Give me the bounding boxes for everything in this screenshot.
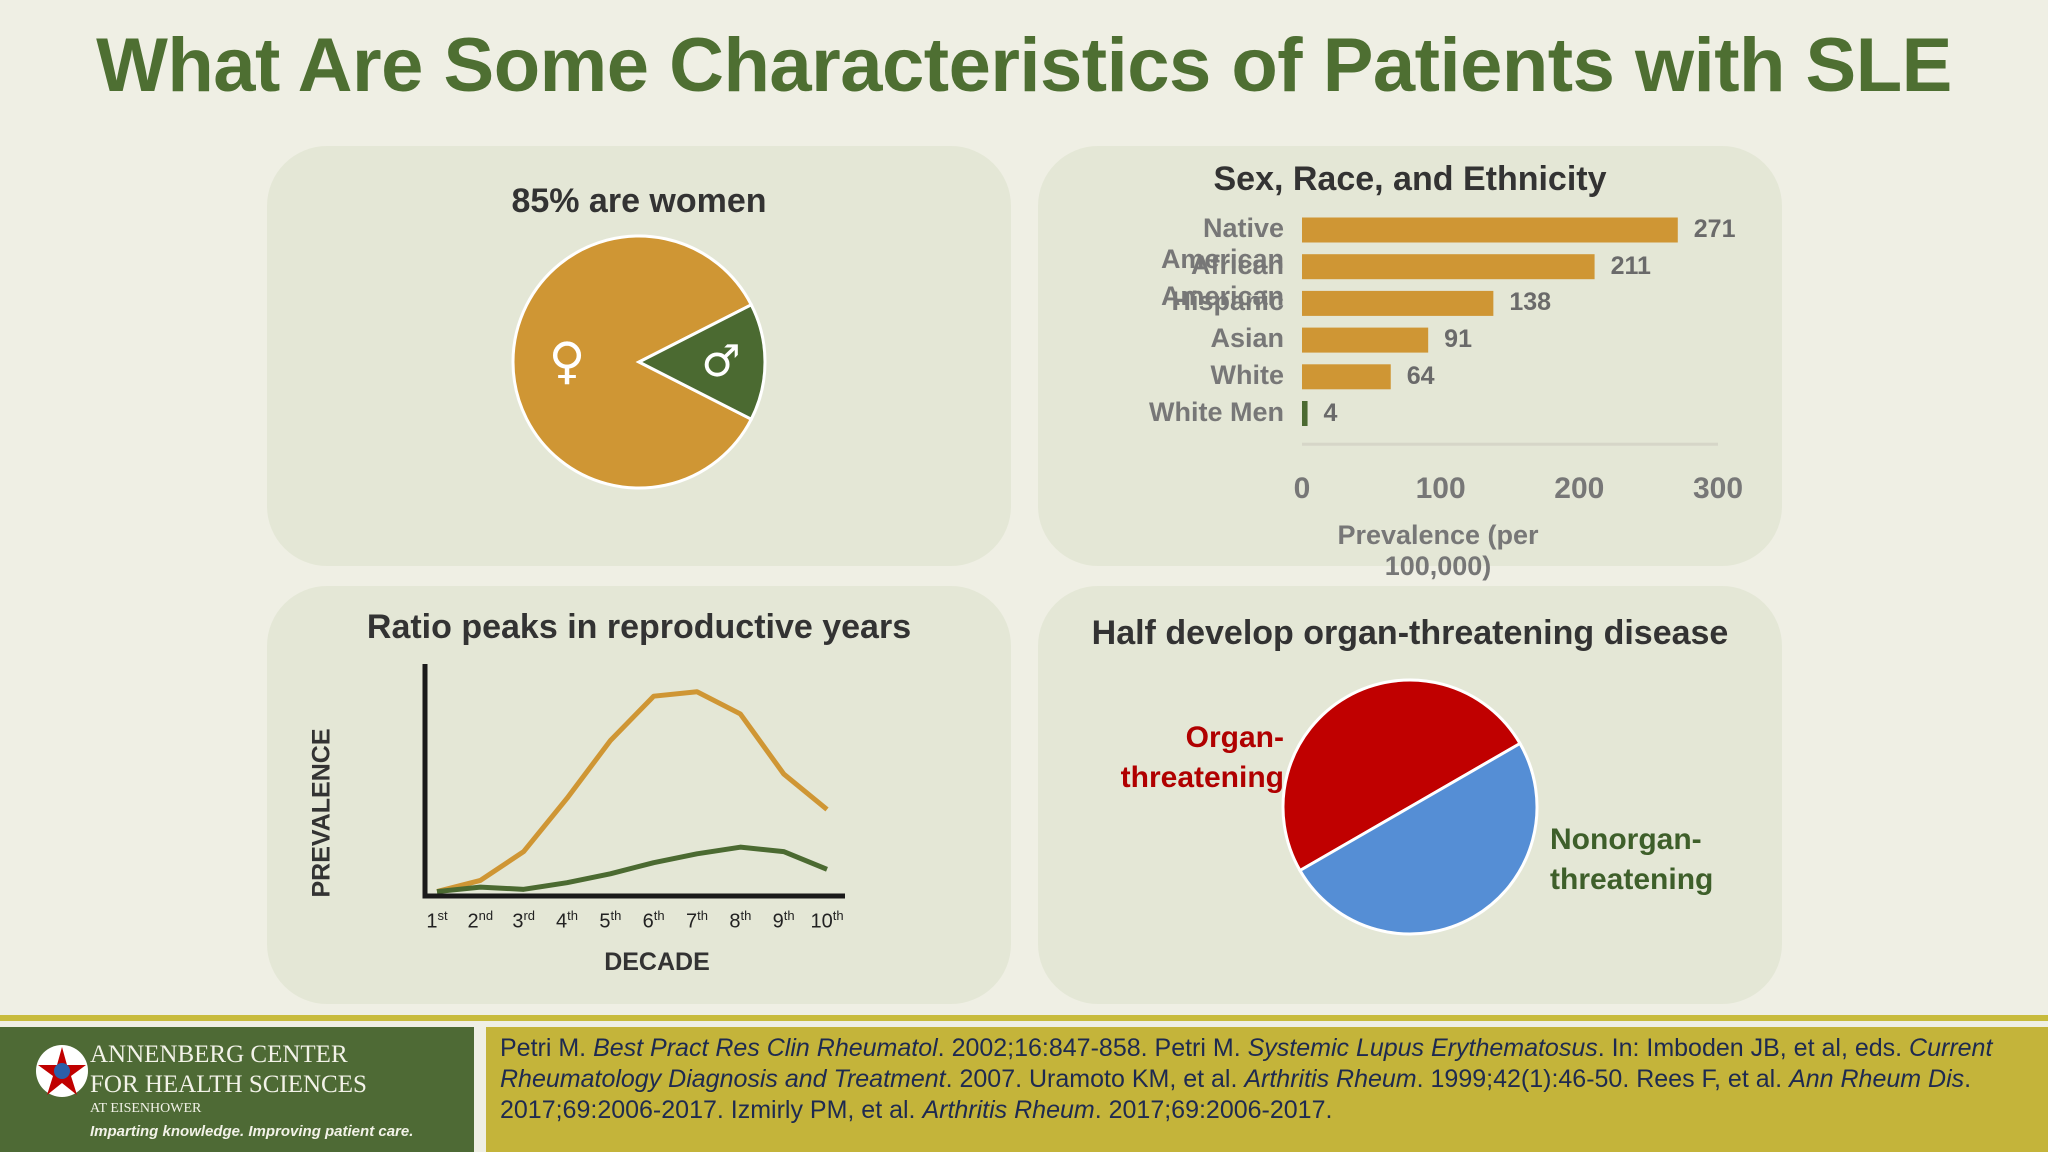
pie-slice-nonorgan xyxy=(1297,741,1539,936)
bar-x-tick-label: 300 xyxy=(1692,472,1744,505)
bar-4 xyxy=(1302,364,1391,390)
bar-category-label: White Men xyxy=(1149,396,1284,427)
bar-x-tick-label: 0 xyxy=(1293,472,1311,505)
line-axes xyxy=(422,664,845,899)
annenberg-logo: ANNENBERG CENTER FOR HEALTH SCIENCES AT … xyxy=(0,1027,474,1152)
bar-value-label: 271 xyxy=(1693,215,1736,243)
ratio-panel-title: Ratio peaks in reproductive years xyxy=(366,608,912,646)
decade-tick-label: 6th xyxy=(642,908,665,933)
female-symbol-icon: ♀ xyxy=(549,332,586,390)
reference-fragment: Best Pract Res Clin Rheumatol xyxy=(593,1034,938,1062)
reference-fragment: Arthritis Rheum xyxy=(1244,1065,1417,1093)
logo-line3: AT EISENHOWER xyxy=(90,1101,202,1116)
decade-tick-label: 2nd xyxy=(467,908,494,933)
line-chart-area: 1st 2nd 3rd 4th 5th 6th 7th 8th 9th 10th xyxy=(267,586,1011,1004)
reference-fragment: Current Rheumatology Diagnosis and Treat… xyxy=(500,1034,1993,1093)
male-symbol-icon: ♂ xyxy=(701,336,740,387)
reference-fragment: Ann Rheum Dis xyxy=(1789,1065,1965,1093)
references-box: Petri M. Best Pract Res Clin Rheumatol. … xyxy=(486,1027,2048,1152)
organ-label: Organ- threatening xyxy=(1058,718,1284,798)
decade-tick-label: 10th xyxy=(810,908,844,933)
star-logo-icon xyxy=(36,1045,88,1097)
reference-fragment: . 1999;42(1):46-50. Rees F, et al. xyxy=(1416,1065,1790,1093)
organ-pie-chart xyxy=(1281,678,1539,936)
references-text: Petri M. Best Pract Res Clin Rheumatol. … xyxy=(500,1033,2008,1126)
bar-value-label: 138 xyxy=(1509,288,1552,317)
bar-value-label: 91 xyxy=(1444,325,1472,354)
organ-label-line1: Organ- xyxy=(1185,721,1284,754)
reference-fragment: Petri M. xyxy=(500,1034,594,1062)
reference-fragment: Arthritis Rheum xyxy=(922,1096,1095,1124)
decade-tick-label: 4th xyxy=(556,908,578,933)
footer-rule xyxy=(0,1015,2048,1021)
bar-value-label: 211 xyxy=(1610,251,1651,280)
ratio-panel: Ratio peaks in reproductive years 1st 2nd… xyxy=(267,586,1011,1004)
reference-fragment: . In: Imboden JB, et al, eds. xyxy=(1597,1034,1910,1062)
bar-category-label: Hispanic xyxy=(1171,286,1284,317)
bar-x-tick-label: 200 xyxy=(1554,472,1605,505)
bar-x-axis-label: Prevalence (per 100,000) xyxy=(1337,520,1539,581)
decade-tick-label: 9th xyxy=(772,908,795,933)
decade-tick-label: 7th xyxy=(686,908,708,933)
pie-slice-male xyxy=(635,302,767,422)
bar-1 xyxy=(1302,254,1595,280)
logo-line2: FOR HEALTH SCIENCES xyxy=(90,1071,367,1098)
reference-fragment: . 2017;69:2006-2017. xyxy=(1094,1096,1333,1124)
sex-race-panel-title: Sex, Race, and Ethnicity xyxy=(1213,160,1607,198)
line-x-axis-label: DECADE xyxy=(604,948,710,976)
bar-chart-svg xyxy=(1302,217,1718,446)
organ-panel-title: Half develop organ-threatening disease xyxy=(1091,614,1729,652)
decade-tick-label: 5th xyxy=(599,908,622,933)
women-panel-title: 85% are women xyxy=(511,182,767,220)
bar-value-label: 4 xyxy=(1323,398,1338,427)
bar-category-label: Asian xyxy=(1210,323,1284,354)
women-pie-chart: ♀ ♂ xyxy=(511,234,767,490)
decade-tick-label: 1st xyxy=(426,908,448,933)
pie-slice-organ xyxy=(1281,678,1523,873)
sex-race-panel: Sex, Race, and Ethnicity Native American… xyxy=(1038,146,1782,581)
bar-category-label: African American xyxy=(1160,249,1284,311)
decade-tick-label: 3rd xyxy=(512,908,535,933)
bar-x-tick-label: 100 xyxy=(1415,472,1466,505)
women-panel: 85% are women ♀ ♂ xyxy=(267,146,1011,566)
bar-chart-area: Native American 271 African American 211 His… xyxy=(1038,146,1782,566)
bar-category-label: White xyxy=(1210,359,1285,390)
bar-value-label: 64 xyxy=(1406,361,1435,390)
line-chart-svg xyxy=(422,664,845,899)
bar-2 xyxy=(1302,290,1494,316)
reference-fragment: . 2007. Uramoto KM, et al. xyxy=(945,1065,1245,1093)
organ-panel: Half develop organ-threatening disease O… xyxy=(1038,586,1782,1004)
bar-0 xyxy=(1302,217,1678,243)
reference-fragment: Systemic Lupus Erythematosus xyxy=(1247,1034,1598,1062)
bar-category-label: Native American xyxy=(1160,213,1284,274)
decade-tick-label: 8th xyxy=(729,908,752,933)
reference-fragment: . 2017;69:2006-2017. Izmirly PM, et al. xyxy=(500,1065,1972,1124)
logo-tagline: Imparting knowledge. Improving patient c… xyxy=(90,1123,414,1140)
logo-line1: ANNENBERG CENTER xyxy=(90,1041,348,1068)
line-y-axis-label: PREVALENCE xyxy=(307,728,336,898)
organ-label-line2: threatening xyxy=(1120,761,1284,794)
nonorgan-label-line1: Nonorgan- xyxy=(1550,823,1702,856)
line-series-0 xyxy=(436,689,829,894)
bar-5 xyxy=(1302,401,1308,426)
bar-3 xyxy=(1302,327,1429,353)
slide-title: What Are Some Characteristics of Patient… xyxy=(96,23,1952,108)
nonorgan-label: Nonorgan- threatening xyxy=(1550,820,1770,900)
reference-fragment: . 2002;16:847-858. Petri M. xyxy=(937,1034,1248,1062)
line-series-1 xyxy=(436,844,828,895)
pie-slice-female xyxy=(511,234,754,490)
nonorgan-label-line2: threatening xyxy=(1550,863,1714,896)
